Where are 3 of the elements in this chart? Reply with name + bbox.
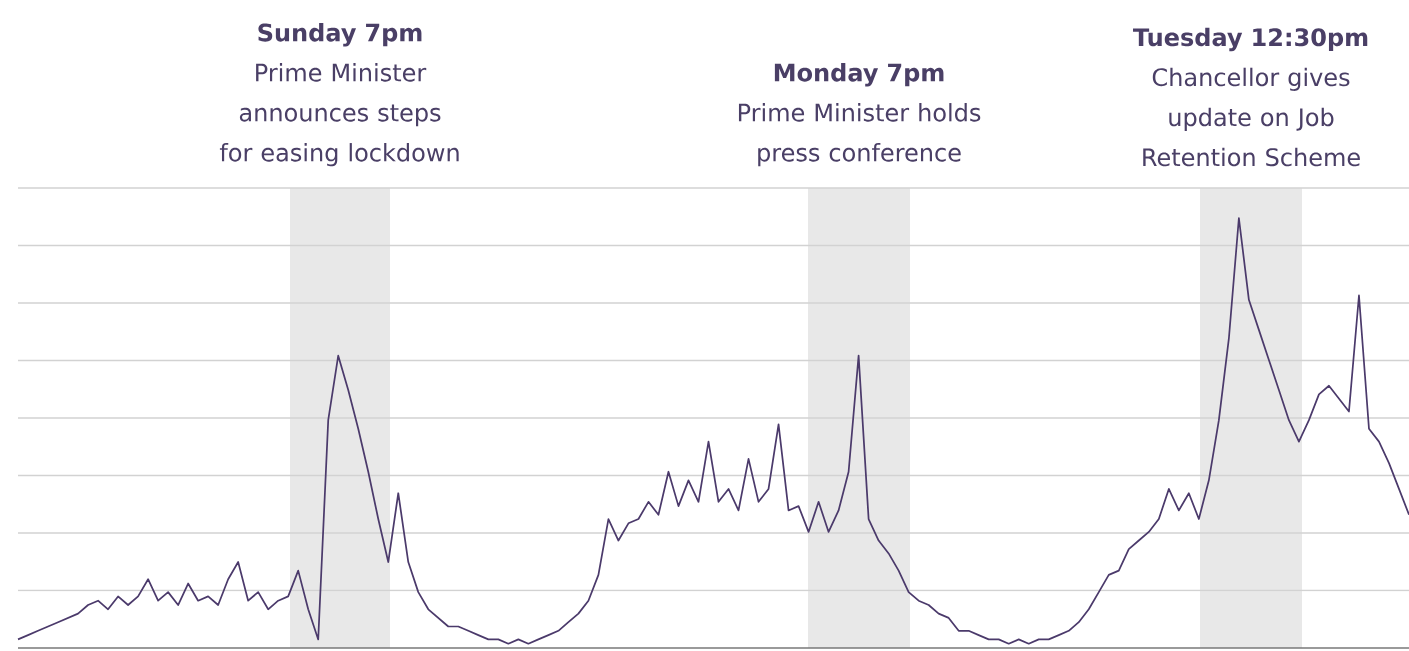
text: Monday 7pm Prime Minister holds press conference [738, 63, 981, 167]
text: Tuesday 12:30pm Chancellor gives update on Job Retention Scheme [1133, 27, 1368, 167]
text: Sunday 7pm Prime Minister announces steps for easing lockdown [219, 23, 459, 167]
